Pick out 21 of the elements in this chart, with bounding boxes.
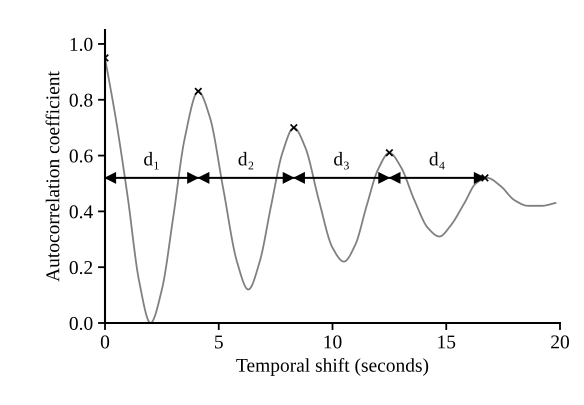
- x-axis-title: Temporal shift (seconds): [236, 358, 428, 376]
- annotation: d₃: [334, 152, 349, 170]
- x-tick-label: 20: [551, 335, 569, 348]
- x-tick-label: 0: [100, 335, 110, 348]
- annotation: d₂: [238, 152, 254, 170]
- point: [480, 174, 490, 182]
- y-tick-label: 0.2: [70, 261, 92, 274]
- point: [290, 124, 298, 132]
- annotation: d₄: [430, 152, 445, 170]
- x-tick-label: 10: [324, 335, 342, 348]
- y-tick-label: 0.8: [70, 94, 92, 107]
- y-tick-label: 0.0: [70, 316, 92, 330]
- y-tick-label: 1.0: [70, 38, 92, 51]
- y-tick-label: 0.4: [70, 205, 93, 218]
- annotation: d₁: [144, 152, 159, 170]
- point: [194, 87, 202, 96]
- x-tick-label: 15: [438, 335, 456, 348]
- y-tick-label: 0.6: [70, 149, 93, 163]
- point: [385, 148, 394, 157]
- x-tick-label: 5: [215, 336, 223, 348]
- y-axis-title: Autocorrelation coefficient: [46, 71, 60, 282]
